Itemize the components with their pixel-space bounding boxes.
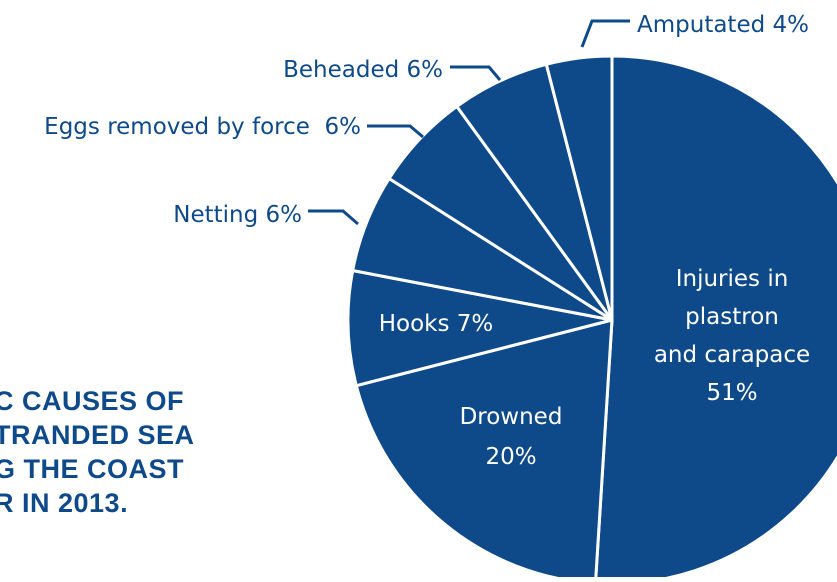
slice-label-eggs-removed-by-force: Eggs removed by force 6% [44,114,361,140]
slice-label-line: Netting 6% [173,202,302,228]
slice-label-hooks: Hooks 7% [379,311,494,337]
slice-label-line: Beheaded 6% [283,57,443,83]
leader-line-eggs-removed-by-force [367,124,424,139]
slice-label-beheaded: Beheaded 6% [283,57,443,83]
slice-label-line: Hooks 7% [379,311,494,337]
slice-label-line: Drowned [460,404,563,430]
pie-slice-hooks [346,269,614,388]
chart-title: C CAUSES OF TRANDED SEA G THE COAST R IN… [0,384,294,520]
leader-line-beheaded [450,65,502,81]
leader-line-netting [308,209,359,226]
slice-label-netting: Netting 6% [173,202,302,228]
slice-label-drowned: Drowned 20% [460,404,563,470]
slice-label-amputated: Amputated 4% [637,12,809,38]
title-line: C CAUSES OF [0,386,185,416]
title-line: TRANDED SEA [0,420,195,450]
slice-label-line: Eggs removed by force 6% [44,114,361,140]
slice-label-line: and carapace [654,342,810,368]
slice-label-line: 20% [485,444,536,470]
slice-label-line: 51% [706,380,757,406]
slice-label-line: plastron [685,304,779,330]
title-line: R IN 2013. [0,488,129,518]
pie-slice-injuries-in-plastron-and-carapace [594,54,837,582]
slice-label-line: Amputated 4% [637,12,809,38]
leader-line-amputated [580,19,630,48]
title-line: G THE COAST [0,454,185,484]
slice-label-line: Injuries in [676,266,789,292]
pie-slice-amputated [544,54,614,322]
slice-label-injuries-in-plastron-and-carapace: Injuries in plastron and carapace 51% [654,266,810,406]
